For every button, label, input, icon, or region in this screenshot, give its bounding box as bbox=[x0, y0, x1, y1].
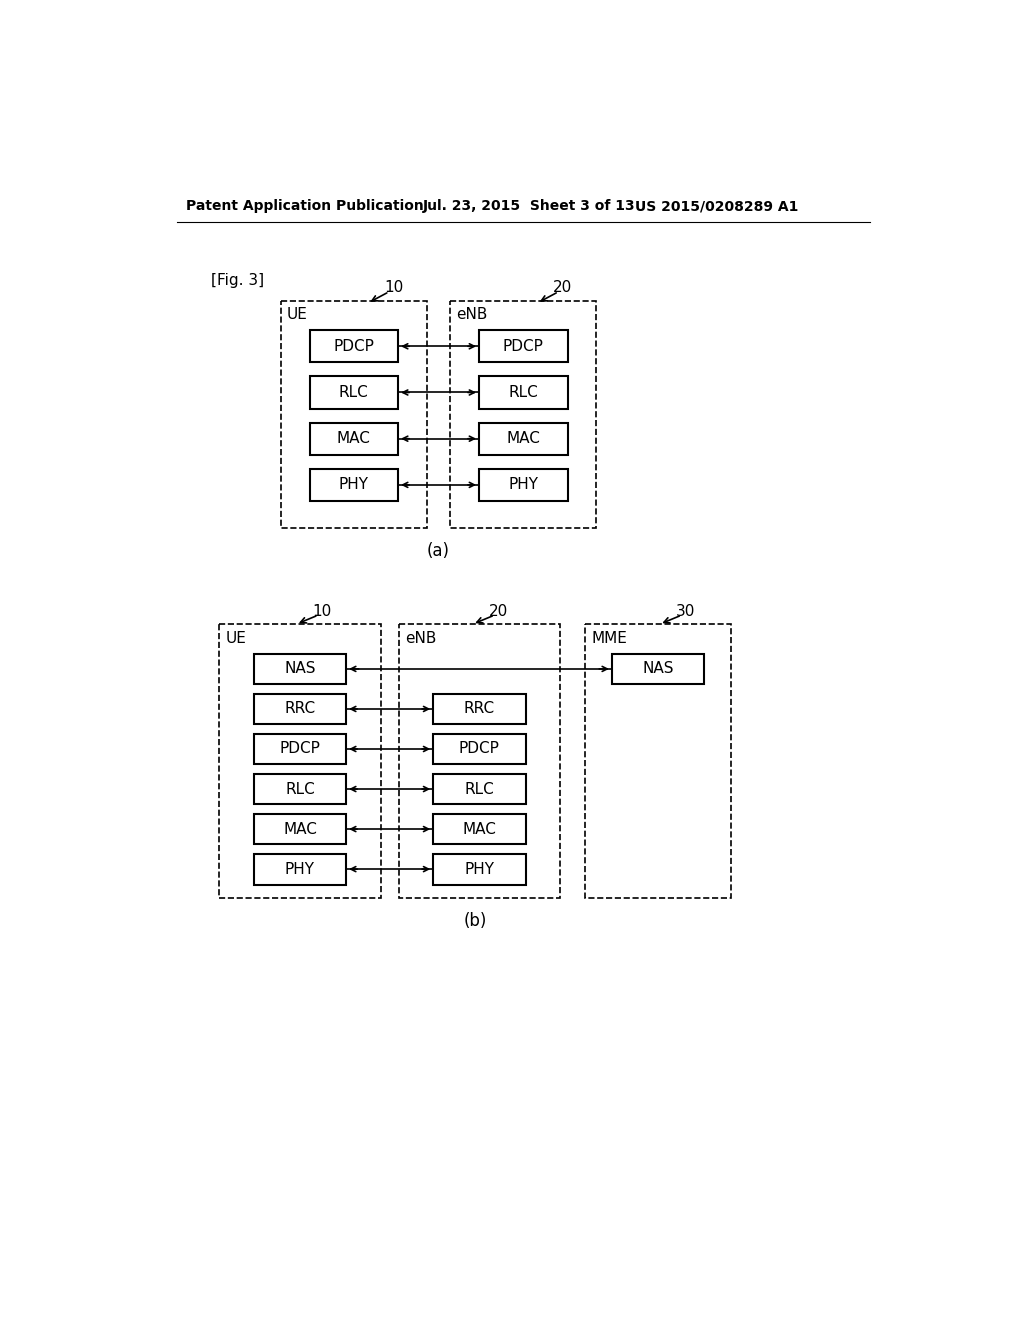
Text: 30: 30 bbox=[676, 603, 695, 619]
Text: eNB: eNB bbox=[404, 631, 436, 645]
Text: 10: 10 bbox=[312, 603, 332, 619]
Text: MAC: MAC bbox=[506, 432, 541, 446]
Bar bbox=[611, 653, 705, 684]
Text: 10: 10 bbox=[385, 280, 403, 296]
Bar bbox=[254, 734, 346, 764]
Text: PDCP: PDCP bbox=[503, 339, 544, 354]
Text: RLC: RLC bbox=[465, 781, 495, 796]
Text: MAC: MAC bbox=[463, 821, 497, 837]
Text: RLC: RLC bbox=[339, 385, 369, 400]
Text: MME: MME bbox=[591, 631, 627, 645]
Bar bbox=[309, 422, 398, 455]
Bar bbox=[254, 854, 346, 884]
Text: RRC: RRC bbox=[464, 701, 495, 717]
Bar bbox=[219, 624, 381, 898]
Text: UE: UE bbox=[287, 308, 308, 322]
Bar bbox=[433, 693, 525, 725]
Text: MAC: MAC bbox=[337, 432, 371, 446]
Bar bbox=[254, 774, 346, 804]
Text: (b): (b) bbox=[464, 912, 486, 929]
Bar bbox=[451, 301, 596, 528]
Bar bbox=[479, 376, 567, 409]
Bar bbox=[398, 624, 560, 898]
Text: 20: 20 bbox=[553, 280, 571, 296]
Text: 20: 20 bbox=[488, 603, 508, 619]
Text: RLC: RLC bbox=[508, 385, 539, 400]
Bar bbox=[479, 330, 567, 363]
Text: Jul. 23, 2015  Sheet 3 of 13: Jul. 23, 2015 Sheet 3 of 13 bbox=[423, 199, 636, 213]
Text: PDCP: PDCP bbox=[280, 742, 321, 756]
Text: eNB: eNB bbox=[457, 308, 487, 322]
Text: NAS: NAS bbox=[642, 661, 674, 676]
Text: MAC: MAC bbox=[283, 821, 316, 837]
Text: PHY: PHY bbox=[285, 862, 315, 876]
Text: (a): (a) bbox=[427, 543, 451, 560]
Bar bbox=[281, 301, 427, 528]
Bar bbox=[433, 774, 525, 804]
Text: PHY: PHY bbox=[508, 478, 539, 492]
Bar bbox=[479, 469, 567, 502]
Bar bbox=[254, 813, 346, 845]
Text: PDCP: PDCP bbox=[334, 339, 375, 354]
Bar bbox=[309, 330, 398, 363]
Bar bbox=[433, 813, 525, 845]
Bar bbox=[433, 734, 525, 764]
Text: PDCP: PDCP bbox=[459, 742, 500, 756]
Bar bbox=[433, 854, 525, 884]
Bar bbox=[254, 693, 346, 725]
Text: Patent Application Publication: Patent Application Publication bbox=[186, 199, 424, 213]
Text: [Fig. 3]: [Fig. 3] bbox=[211, 272, 264, 288]
Text: PHY: PHY bbox=[339, 478, 369, 492]
Bar bbox=[309, 376, 398, 409]
Bar bbox=[254, 653, 346, 684]
Text: RLC: RLC bbox=[285, 781, 314, 796]
Text: US 2015/0208289 A1: US 2015/0208289 A1 bbox=[635, 199, 799, 213]
Bar bbox=[479, 422, 567, 455]
Bar bbox=[309, 469, 398, 502]
Text: RRC: RRC bbox=[285, 701, 315, 717]
Text: PHY: PHY bbox=[464, 862, 495, 876]
Text: UE: UE bbox=[225, 631, 246, 645]
Bar bbox=[585, 624, 731, 898]
Text: NAS: NAS bbox=[285, 661, 315, 676]
